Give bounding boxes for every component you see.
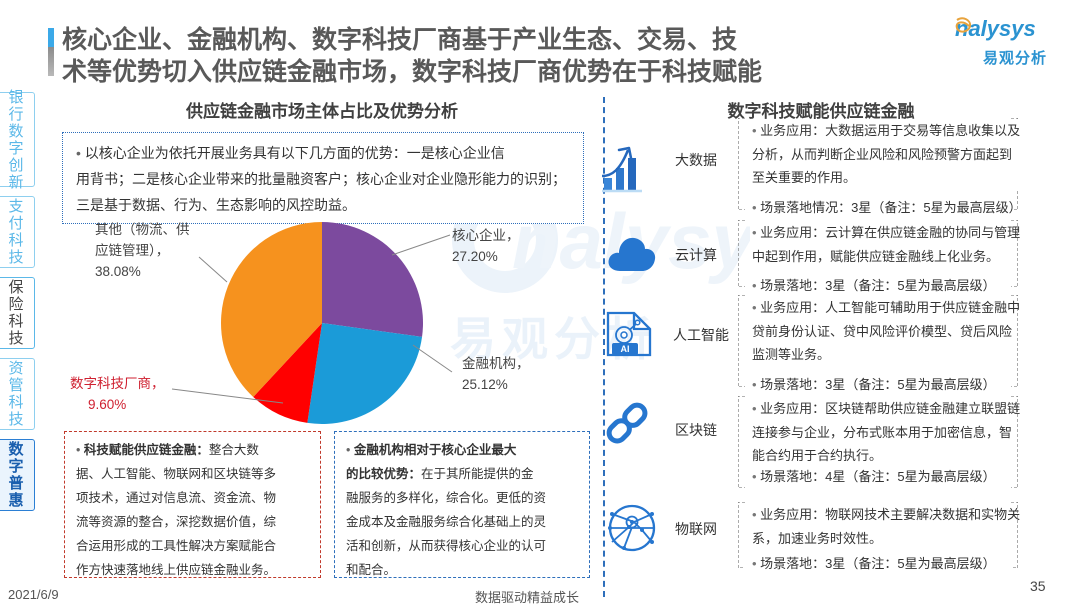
svg-text:AI: AI: [621, 344, 630, 354]
